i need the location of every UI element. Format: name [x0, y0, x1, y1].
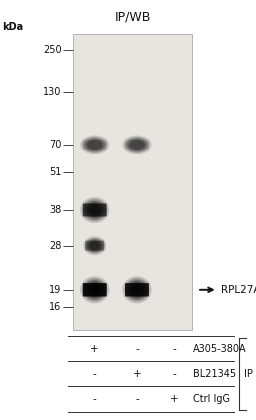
- Text: -: -: [135, 344, 139, 354]
- Text: +: +: [133, 369, 141, 379]
- Ellipse shape: [80, 197, 110, 223]
- Text: 19: 19: [49, 285, 61, 295]
- Text: -: -: [172, 344, 176, 354]
- Ellipse shape: [131, 284, 143, 295]
- Ellipse shape: [127, 138, 147, 152]
- Text: +: +: [170, 394, 178, 404]
- Ellipse shape: [129, 140, 145, 150]
- Text: -: -: [93, 394, 97, 404]
- Text: -: -: [172, 369, 176, 379]
- Ellipse shape: [122, 276, 152, 303]
- Ellipse shape: [129, 282, 145, 297]
- Ellipse shape: [87, 239, 103, 252]
- Ellipse shape: [89, 141, 101, 149]
- Text: Ctrl IgG: Ctrl IgG: [193, 394, 230, 404]
- Ellipse shape: [89, 284, 101, 295]
- FancyBboxPatch shape: [85, 241, 104, 251]
- Ellipse shape: [122, 135, 152, 154]
- Text: kDa: kDa: [3, 21, 24, 32]
- Text: BL21345: BL21345: [193, 369, 236, 379]
- Ellipse shape: [82, 199, 107, 221]
- Ellipse shape: [131, 141, 143, 149]
- FancyBboxPatch shape: [125, 140, 149, 150]
- FancyBboxPatch shape: [83, 203, 107, 217]
- Ellipse shape: [83, 236, 106, 255]
- Ellipse shape: [82, 137, 107, 153]
- Text: -: -: [93, 369, 97, 379]
- Text: 16: 16: [49, 302, 61, 312]
- Bar: [73, 34, 192, 330]
- Ellipse shape: [85, 238, 104, 254]
- FancyBboxPatch shape: [83, 283, 107, 297]
- Ellipse shape: [124, 278, 150, 302]
- Text: 250: 250: [43, 45, 61, 55]
- Ellipse shape: [87, 203, 103, 217]
- Text: 51: 51: [49, 167, 61, 177]
- Ellipse shape: [127, 280, 147, 299]
- FancyBboxPatch shape: [83, 140, 107, 150]
- Text: IP: IP: [244, 369, 253, 379]
- Ellipse shape: [80, 135, 110, 154]
- Text: +: +: [90, 344, 99, 354]
- Ellipse shape: [90, 242, 99, 249]
- Text: -: -: [135, 394, 139, 404]
- Ellipse shape: [84, 138, 105, 152]
- Text: 38: 38: [49, 205, 61, 215]
- Ellipse shape: [80, 276, 110, 303]
- Text: IP/WB: IP/WB: [114, 10, 151, 23]
- Text: RPL27A: RPL27A: [221, 285, 256, 295]
- FancyBboxPatch shape: [125, 283, 149, 297]
- Text: A305-380A: A305-380A: [193, 344, 247, 354]
- Text: 130: 130: [43, 87, 61, 97]
- Ellipse shape: [89, 205, 101, 215]
- Ellipse shape: [88, 241, 101, 251]
- Ellipse shape: [87, 140, 103, 150]
- Text: 70: 70: [49, 140, 61, 150]
- Text: 28: 28: [49, 241, 61, 251]
- Ellipse shape: [84, 201, 105, 219]
- Ellipse shape: [84, 280, 105, 299]
- Ellipse shape: [82, 278, 107, 302]
- Ellipse shape: [124, 137, 150, 153]
- Ellipse shape: [87, 282, 103, 297]
